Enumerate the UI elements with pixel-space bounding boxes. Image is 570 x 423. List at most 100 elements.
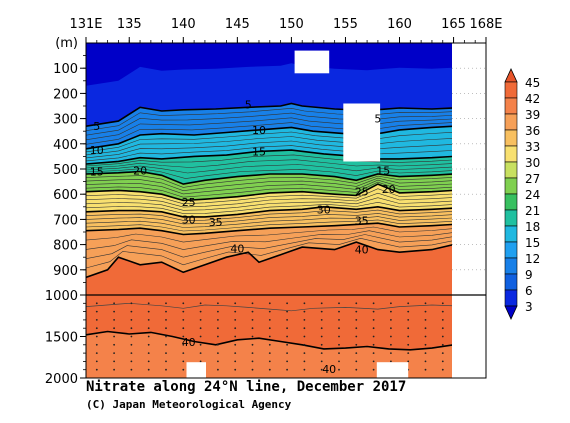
station-dot [424,310,427,313]
colorbar-label: 15 [525,236,540,250]
station-dot [303,368,306,371]
station-dot [182,302,185,305]
station-dot [338,360,340,363]
station-dot [251,319,254,321]
x-tick-label: 168E [469,17,502,32]
station-dot [372,327,375,330]
missing-data-area [186,362,206,378]
station-dot [234,352,237,354]
station-dot [320,319,323,321]
contour-minor [86,131,452,153]
colorbar-label: 9 [525,268,533,282]
station-dot [286,335,288,338]
contour-minor [86,112,452,136]
station-dot [407,310,410,313]
station-dot [147,360,150,363]
station-dot [441,343,444,346]
colorbar-label: 12 [525,252,540,266]
station-dot [95,335,98,338]
contour-label: 5 [245,99,252,112]
station-dot [234,343,237,346]
station-dot [130,335,133,338]
contour-label: 40 [182,336,196,349]
station-dot [441,352,444,354]
missing-data-area [294,50,330,74]
station-dot [217,327,219,330]
credit-text: (C) Japan Meteorological Agency [86,398,292,411]
x-tick-label: 165 [441,17,466,32]
station-dot [268,343,271,346]
station-dot [113,343,115,346]
station-dot [165,319,167,321]
plot-frame [85,42,487,379]
station-dot [147,310,150,313]
contour-minor [86,140,452,159]
contour-label: 40 [230,242,244,255]
station-dots [95,302,444,371]
y-tick-label: 100 [53,62,78,77]
station-dot [217,335,219,338]
station-dot [182,368,185,371]
station-dot [113,327,115,330]
y-tick-label: 800 [53,239,78,254]
station-dot [390,319,392,321]
station-dot [424,319,427,321]
station-dot [338,302,340,305]
station-dot [268,302,271,305]
station-dot [234,302,237,305]
colorbar-label: 39 [525,108,540,122]
colorbar-segment [504,225,518,243]
station-dot [113,368,115,371]
contour-minor [86,192,452,208]
station-dot [372,343,375,346]
station-dot [441,319,444,321]
station-dot [130,302,133,305]
contour-minor [86,179,452,195]
station-dot [268,335,271,338]
station-dot [390,343,392,346]
station-dot [407,343,410,346]
station-dot [268,360,271,363]
x-tick-label: 140 [171,17,196,32]
station-dot [165,310,167,313]
station-dot [251,343,254,346]
contour-label: 35 [209,216,223,229]
colorbar-segment [504,145,518,163]
station-dot [130,368,133,371]
station-dot [355,319,358,321]
contour-minor [86,122,452,145]
station-dot [147,319,150,321]
station-dot [199,319,202,321]
station-dot [338,352,340,354]
station-dot [234,310,237,313]
y-tick-label: 1000 [45,289,78,304]
station-dot [303,319,306,321]
station-dot [130,327,133,330]
colorbar-top-arrow [504,68,518,83]
contour-35 [86,222,452,236]
station-dot [372,360,375,363]
station-dot [234,319,237,321]
station-dot [182,319,185,321]
station-dot [182,310,185,313]
missing-data-area [343,103,381,162]
station-dot [320,302,323,305]
station-dot [320,327,323,330]
station-dot [407,352,410,354]
station-dot [95,310,98,313]
station-dot [199,327,202,330]
chart-title: Nitrate along 24°N line, December 2017 [86,379,407,395]
station-dot [268,352,271,354]
station-dot [234,368,237,371]
y-tick-label: 500 [53,163,78,178]
colorbar-segment [504,161,518,179]
station-dot [182,335,185,338]
colorbar-label: 42 [525,92,540,106]
station-dot [286,302,288,305]
station-dot [113,319,115,321]
station-dot [355,352,358,354]
colorbar-label: 27 [525,172,540,186]
station-dot [320,368,323,371]
station-dot [217,310,219,313]
